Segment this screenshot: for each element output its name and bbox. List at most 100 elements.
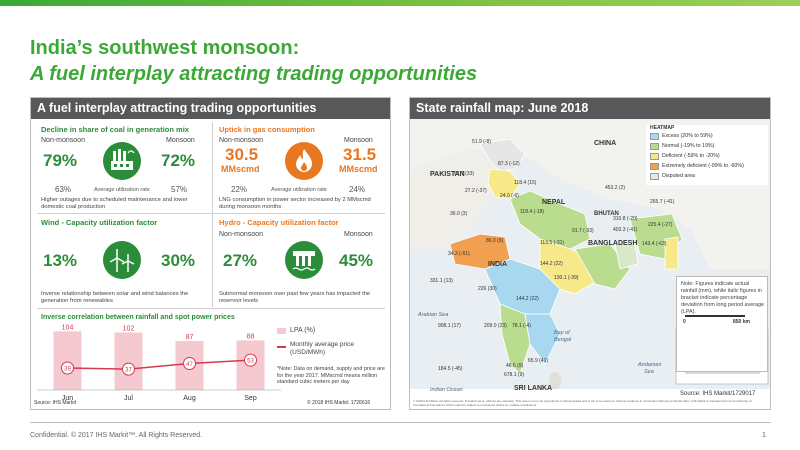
legend-swatch-extremely-deficient (650, 163, 659, 170)
chart-note: *Note: Data on demand, supply and price … (277, 366, 385, 385)
map-value: 34.3 (-61) (448, 251, 470, 257)
price-point (244, 353, 257, 367)
coal-util-label: Average utilization rate (94, 187, 150, 193)
quadrant-divider-vertical (212, 122, 213, 307)
label-bangladesh: BANGLADESH (588, 240, 638, 247)
wind-turbine-icon (103, 241, 141, 279)
label-arabian-sea: Arabian Sea (418, 312, 449, 318)
legend-label-price: Monthly average price (USD/MWh) (290, 341, 354, 356)
gas-non-monsoon-util: 22% (231, 185, 248, 194)
map-value: 113.5 (-31) (540, 240, 565, 246)
price-point (183, 357, 196, 371)
map-value: 310.8 (-20) (613, 216, 638, 222)
map-value: 130.1 (-39) (554, 275, 579, 281)
map-value: 36.0 (3) (450, 211, 468, 217)
map-value: 678.1 (9) (504, 372, 525, 378)
quadrant-divider-horizontal (37, 213, 385, 214)
panel-header-left: A fuel interplay attracting trading oppo… (31, 98, 390, 119)
gas-non-monsoon-label: Non-monsoon (219, 137, 263, 144)
legend-swatch-deficient (650, 153, 659, 160)
page-number: 1 (762, 432, 766, 439)
map-note-box: Note: Figures indicate actual rainfall (… (676, 276, 768, 372)
map-value: 62.7 (33) (454, 171, 475, 177)
hydro-non-monsoon-label: Non-monsoon (219, 231, 263, 238)
left-source: Source: IHS Markit (34, 400, 76, 406)
legend-label-excess: Excess (20% to 59%) (662, 133, 713, 139)
chart-divider (37, 308, 385, 309)
coal-heading: Decline in share of coal in generation m… (41, 125, 189, 134)
map-value: 908.1 (17) (438, 323, 461, 329)
hydro-heading: Hydro - Capacity utilization factor (219, 218, 339, 227)
gas-heading: Uptick in gas consumption (219, 125, 315, 134)
map-value: 24.0 (-6) (500, 193, 519, 199)
map-note: Note: Figures indicate actual rainfall (… (681, 281, 765, 315)
label-nepal: NEPAL (542, 199, 566, 206)
label-india: INDIA (488, 261, 508, 268)
wind-note: Inverse relationship between solar and w… (41, 291, 189, 304)
coal-non-monsoon-share: 79% (43, 151, 78, 170)
gas-non-monsoon-value: 30.5 (225, 145, 259, 164)
price-point (61, 361, 74, 375)
gas-monsoon-util: 24% (349, 185, 366, 194)
month-tick-label: Jul (124, 395, 133, 402)
price-point-label: 39 (64, 367, 71, 373)
hydro-note: Subnormal monsoon over past few years ha… (219, 291, 371, 304)
legend-label-disputed: Disputed area (662, 173, 695, 179)
legend-label-deficient: Deficient (-59% to -20%) (662, 153, 720, 159)
gas-note: LNG consumption in power sector increase… (219, 197, 371, 210)
map-value: 65.9 (41) (528, 358, 549, 364)
hydro-monsoon-label: Monsoon (344, 231, 373, 238)
gas-flame-icon (285, 142, 323, 180)
gas-monsoon-unit: MMscmd (339, 164, 378, 174)
legend-title: HEATMAP (650, 125, 675, 131)
legend-label-extremely-deficient: Extremely deficient (-99% to -60%) (662, 163, 744, 169)
hydro-monsoon-cuf: 45% (339, 251, 374, 270)
map-value: 453.2 (2) (605, 185, 626, 191)
month-tick-label: Jun (62, 395, 73, 402)
map-value: 46.5 (9) (506, 363, 524, 369)
rainfall-price-chart: 104 Jun 102 Jul 87 Aug 88 Sep 39 37 47 53 (37, 324, 281, 402)
map-value: 144.2 (22) (540, 261, 563, 267)
price-point (122, 362, 135, 376)
wind-monsoon-cuf: 30% (161, 251, 196, 270)
scale-bar (685, 315, 745, 317)
label-indian-ocean: Indian Ocean (430, 387, 463, 393)
coal-monsoon-share: 72% (161, 151, 196, 170)
legend-label-lpa: LPA (%) (290, 327, 316, 334)
map-disclaimer: © 2018 IHS Markit. All rights reserved. … (413, 399, 753, 407)
footer-divider (30, 422, 771, 423)
label-bay-of: Bay of (554, 330, 570, 336)
map-value: 184.5 (-45) (438, 366, 463, 372)
coal-non-monsoon-util: 63% (55, 185, 72, 194)
month-tick-label: Aug (183, 395, 196, 402)
coal-monsoon-util: 57% (171, 185, 188, 194)
label-pakistan: PAKISTAN (430, 171, 465, 178)
hydro-dam-icon (285, 241, 323, 279)
label-andaman-sea: Sea (644, 369, 654, 375)
gas-monsoon-value: 31.5 (343, 145, 377, 164)
gas-util-label: Average utilization rate (271, 187, 327, 193)
legend-swatch-normal (650, 143, 659, 150)
page-title-line1: India’s southwest monsoon: (30, 37, 300, 59)
map-value: 87.3 (-12) (498, 161, 520, 167)
price-line (67, 359, 251, 370)
price-point-label: 47 (186, 362, 193, 368)
map-value: 91.7 (-33) (572, 228, 594, 234)
lpa-bar-label: 102 (123, 326, 135, 333)
legend-swatch-excess (650, 133, 659, 140)
lpa-bar-label: 104 (62, 324, 74, 331)
label-andaman: Andaman (638, 362, 662, 368)
map-value: 78.1 (-4) (512, 323, 531, 329)
map-value: 86.0 (9) (486, 238, 504, 244)
map-value: 27.2 (-37) (465, 188, 487, 194)
hydro-non-monsoon-cuf: 27% (223, 251, 258, 270)
page-title-line2: A fuel interplay attracting trading oppo… (30, 63, 478, 85)
legend-swatch-price (277, 346, 286, 348)
legend-swatch-lpa (277, 328, 286, 334)
map-value: 143.4 (-63) (642, 241, 667, 247)
price-point-label: 53 (247, 359, 254, 365)
map-source: Source: IHS Markit/1729017 (680, 391, 756, 397)
map-value: 331.1 (13) (430, 278, 453, 284)
gas-non-monsoon-unit: MMscmd (221, 164, 260, 174)
coal-note: Higher outages due to scheduled maintena… (41, 197, 188, 210)
